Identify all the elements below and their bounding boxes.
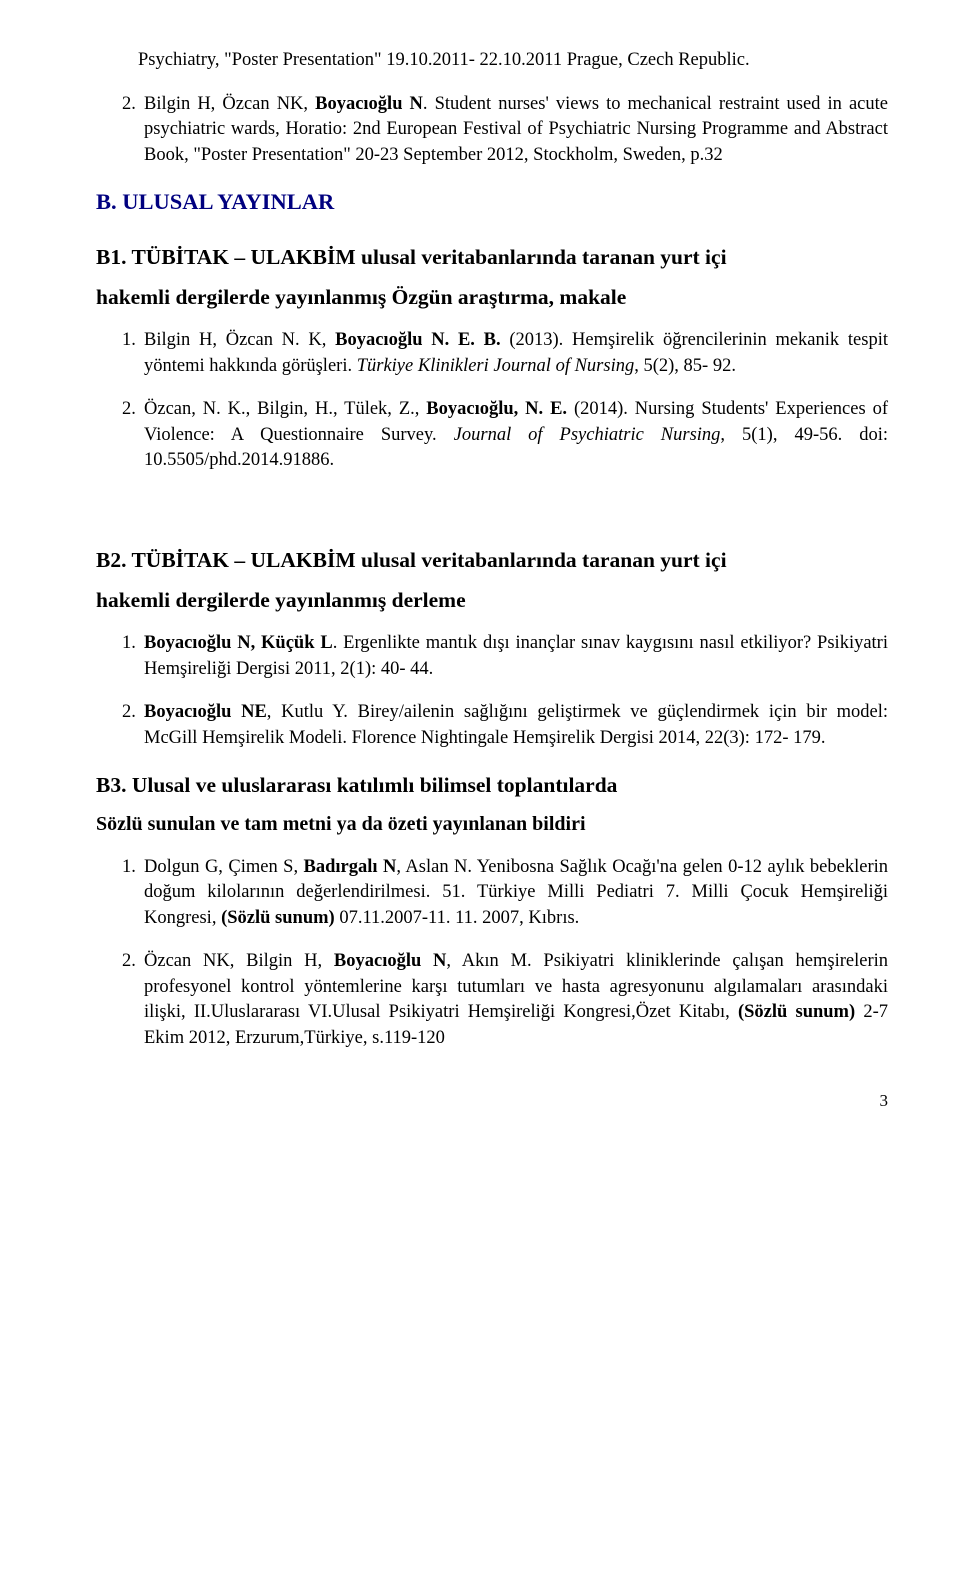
list-item: 2. Özcan NK, Bilgin H, Boyacıoğlu N, Akı… bbox=[96, 949, 888, 1051]
section-heading-b: B. ULUSAL YAYINLAR bbox=[96, 186, 888, 217]
text: Republic. bbox=[678, 50, 749, 70]
list-item: 1. Dolgun G, Çimen S, Badırgalı N, Aslan… bbox=[96, 855, 888, 932]
list-number: 2. bbox=[122, 397, 144, 474]
text: Dolgun G, Çimen S, bbox=[144, 857, 304, 877]
author-bold: Boyacıoğlu N. E. B. bbox=[335, 330, 500, 350]
list-number: 1. bbox=[122, 328, 144, 379]
journal-italic: Journal of Psychiatric Nursing bbox=[454, 425, 721, 445]
text: Özcan, N. K., Bilgin, H., Tülek, Z., bbox=[144, 399, 426, 419]
author-bold: Badırgalı N bbox=[304, 857, 397, 877]
list-body: Dolgun G, Çimen S, Badırgalı N, Aslan N.… bbox=[144, 855, 888, 932]
subheading-b1-line2: hakemli dergilerde yayınlanmış Özgün ara… bbox=[96, 283, 888, 313]
list-body: Özcan, N. K., Bilgin, H., Tülek, Z., Boy… bbox=[144, 397, 888, 474]
list-body: Bilgin H, Özcan NK, Boyacıoğlu N. Studen… bbox=[144, 92, 888, 169]
list-item: 1. Bilgin H, Özcan N. K, Boyacıoğlu N. E… bbox=[96, 328, 888, 379]
list-item: 2. Özcan, N. K., Bilgin, H., Tülek, Z., … bbox=[96, 397, 888, 474]
list-number: 2. bbox=[122, 949, 144, 1051]
list-body: Özcan NK, Bilgin H, Boyacıoğlu N, Akın M… bbox=[144, 949, 888, 1051]
author-bold: Boyacıoğlu NE bbox=[144, 702, 267, 722]
author-bold: Boyacıoğlu N bbox=[334, 951, 447, 971]
list-number: 1. bbox=[122, 855, 144, 932]
list-body: Boyacıoğlu NE, Kutlu Y. Birey/ailenin sa… bbox=[144, 700, 888, 751]
list-item: 2. Bilgin H, Özcan NK, Boyacıoğlu N. Stu… bbox=[96, 92, 888, 169]
subheading-b3-line1: B3. Ulusal ve uluslararası katılımlı bil… bbox=[96, 771, 888, 801]
text: 07.11.2007-11. 11. 2007, Kıbrıs. bbox=[335, 908, 580, 928]
spacer bbox=[96, 492, 888, 520]
author-bold: Boyacıoğlu N bbox=[315, 94, 423, 114]
list-number: 2. bbox=[122, 92, 144, 169]
bold-text: (Sözlü sunum) bbox=[221, 908, 335, 928]
list-item: 1. Boyacıoğlu N, Küçük L. Ergenlikte man… bbox=[96, 631, 888, 682]
journal-italic: Türkiye Klinikleri Journal of Nursing bbox=[352, 356, 634, 376]
subheading-b2-line1: B2. TÜBİTAK – ULAKBİM ulusal veritabanla… bbox=[96, 546, 888, 576]
list-number: 1. bbox=[122, 631, 144, 682]
subheading-b3-line2: Sözlü sunulan ve tam metni ya da özeti y… bbox=[96, 811, 888, 839]
list-item: 2. Boyacıoğlu NE, Kutlu Y. Birey/ailenin… bbox=[96, 700, 888, 751]
bold-text: (Sözlü sunum) bbox=[738, 1002, 855, 1022]
list-body: Boyacıoğlu N, Küçük L. Ergenlikte mantık… bbox=[144, 631, 888, 682]
text: Presentation" 19.10.2011- 22.10.2011 Pra… bbox=[283, 50, 679, 70]
author-bold: Boyacıoğlu, N. E. bbox=[426, 399, 567, 419]
page-number: 3 bbox=[96, 1089, 888, 1112]
text: Özcan NK, Bilgin H, bbox=[144, 951, 334, 971]
list-body: Bilgin H, Özcan N. K, Boyacıoğlu N. E. B… bbox=[144, 328, 888, 379]
subheading-b1-line1: B1. TÜBİTAK – ULAKBİM ulusal veritabanla… bbox=[96, 243, 888, 273]
list-number: 2. bbox=[122, 700, 144, 751]
text: Bilgin H, Özcan NK, bbox=[144, 94, 315, 114]
author-bold: Boyacıoğlu N, Küçük L bbox=[144, 633, 333, 653]
text: , 5(2), 85- 92. bbox=[634, 356, 736, 376]
text: Psychiatry, "Poster bbox=[138, 50, 283, 70]
continuation-paragraph: Psychiatry, "Poster Presentation" 19.10.… bbox=[96, 48, 888, 74]
text: Bilgin H, Özcan N. K, bbox=[144, 330, 335, 350]
subheading-b2-line2: hakemli dergilerde yayınlanmış derleme bbox=[96, 586, 888, 616]
